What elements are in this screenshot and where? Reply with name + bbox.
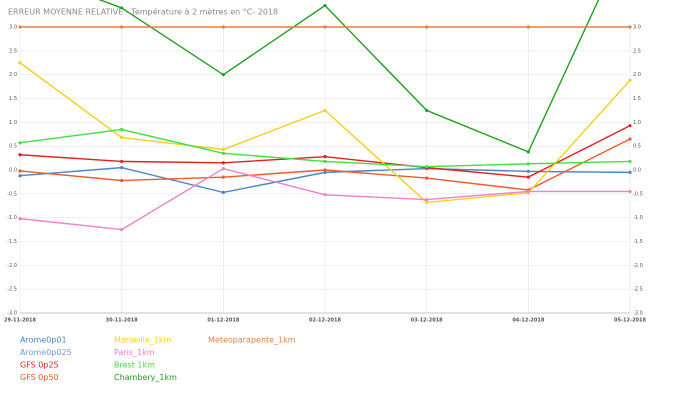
point: [425, 25, 429, 29]
point: [628, 124, 632, 128]
point: [425, 108, 429, 113]
point: [425, 165, 429, 169]
point: [221, 73, 225, 77]
point: [18, 141, 22, 145]
y-tick-label: 1.5: [9, 96, 17, 102]
x-tick-label: 29-11-2018: [4, 318, 37, 324]
y-tick-label-right: -0.5: [633, 191, 643, 197]
point: [323, 193, 327, 197]
legend-entry: Arome0p01: [20, 336, 67, 345]
y-tick-label: -2.5: [7, 287, 17, 293]
y-tick-label: -1.5: [7, 239, 17, 245]
point: [628, 170, 632, 174]
point: [526, 169, 530, 174]
point: [323, 168, 327, 172]
x-tick-label: 02-12-2018: [309, 318, 342, 324]
point: [120, 127, 124, 132]
point: [221, 147, 225, 152]
legend-entry: Meteoparapente_1km: [208, 336, 296, 345]
point: [221, 161, 225, 165]
point: [120, 166, 124, 170]
y-tick-label-right: -2.0: [633, 263, 643, 269]
point: [18, 153, 22, 157]
legend-entry: Chambery_1km: [114, 373, 177, 382]
point: [18, 217, 22, 221]
x-tick-label: 01-12-2018: [207, 318, 240, 324]
point: [323, 3, 327, 8]
point: [526, 25, 530, 29]
point: [221, 25, 225, 29]
y-tick-label: 0.5: [9, 144, 17, 150]
point: [425, 200, 429, 205]
point: [18, 174, 22, 178]
y-tick-label: -0.5: [7, 191, 17, 197]
legend-entry: Brest 1km: [114, 361, 155, 370]
legend-entry: Arome0p025: [20, 348, 72, 357]
y-tick-label: 2.5: [9, 48, 17, 54]
y-tick-label-right: 1.5: [633, 96, 641, 102]
point: [323, 155, 327, 159]
x-tick-label: 03-12-2018: [411, 318, 444, 324]
y-tick-label: 0.0: [9, 168, 17, 174]
point: [323, 159, 327, 164]
point: [425, 176, 429, 180]
x-tick-label: 30-11-2018: [106, 318, 139, 324]
y-tick-label: -1.0: [7, 215, 17, 221]
point: [221, 151, 225, 155]
legend-entry: Marseille_1km: [114, 336, 171, 345]
y-tick-label: 3.0: [9, 25, 17, 31]
point: [221, 166, 225, 171]
chart-title: ERREUR MOYENNE RELATIVE - Température à …: [8, 7, 278, 17]
point: [425, 197, 429, 202]
x-tick-label: 04-12-2018: [512, 318, 545, 324]
point: [526, 162, 530, 166]
y-tick-label: -2.0: [7, 263, 17, 269]
point: [18, 25, 22, 29]
legend-entry: Paris_1km: [114, 348, 155, 357]
y-tick-label-right: 0.0: [633, 168, 641, 174]
y-tick-label: 1.0: [9, 120, 17, 126]
point: [526, 150, 530, 154]
point: [221, 190, 225, 195]
y-tick-label-right: 2.5: [633, 48, 641, 54]
point: [120, 178, 124, 183]
point: [628, 189, 632, 194]
point: [628, 78, 632, 82]
point: [323, 108, 327, 113]
y-tick-label-right: 0.5: [633, 144, 641, 150]
y-tick-label-right: -1.0: [633, 215, 643, 221]
y-tick-label-right: 1.0: [633, 120, 641, 126]
point: [628, 25, 632, 29]
point: [526, 189, 530, 194]
legend-entry: GFS 0p25: [20, 361, 59, 370]
y-tick-label-right: -3.0: [633, 311, 643, 317]
point: [120, 227, 124, 232]
point: [120, 159, 124, 164]
point: [18, 169, 22, 173]
y-tick-label-right: -1.5: [633, 239, 643, 245]
y-tick-label: -3.0: [7, 311, 17, 317]
point: [221, 175, 225, 179]
point: [18, 61, 22, 65]
point: [323, 25, 327, 29]
y-tick-label-right: 2.0: [633, 72, 641, 78]
legend-entry: GFS 0p50: [20, 373, 59, 382]
y-tick-label: 2.0: [9, 72, 17, 78]
point: [628, 137, 632, 141]
point: [628, 159, 632, 164]
point: [120, 6, 124, 10]
point: [526, 175, 530, 179]
point: [323, 170, 327, 174]
y-tick-label-right: 3.0: [633, 25, 641, 31]
x-tick-label: 05-12-2018: [614, 318, 647, 324]
y-tick-label-right: -2.5: [633, 287, 643, 293]
point: [120, 135, 124, 140]
point: [120, 25, 124, 29]
